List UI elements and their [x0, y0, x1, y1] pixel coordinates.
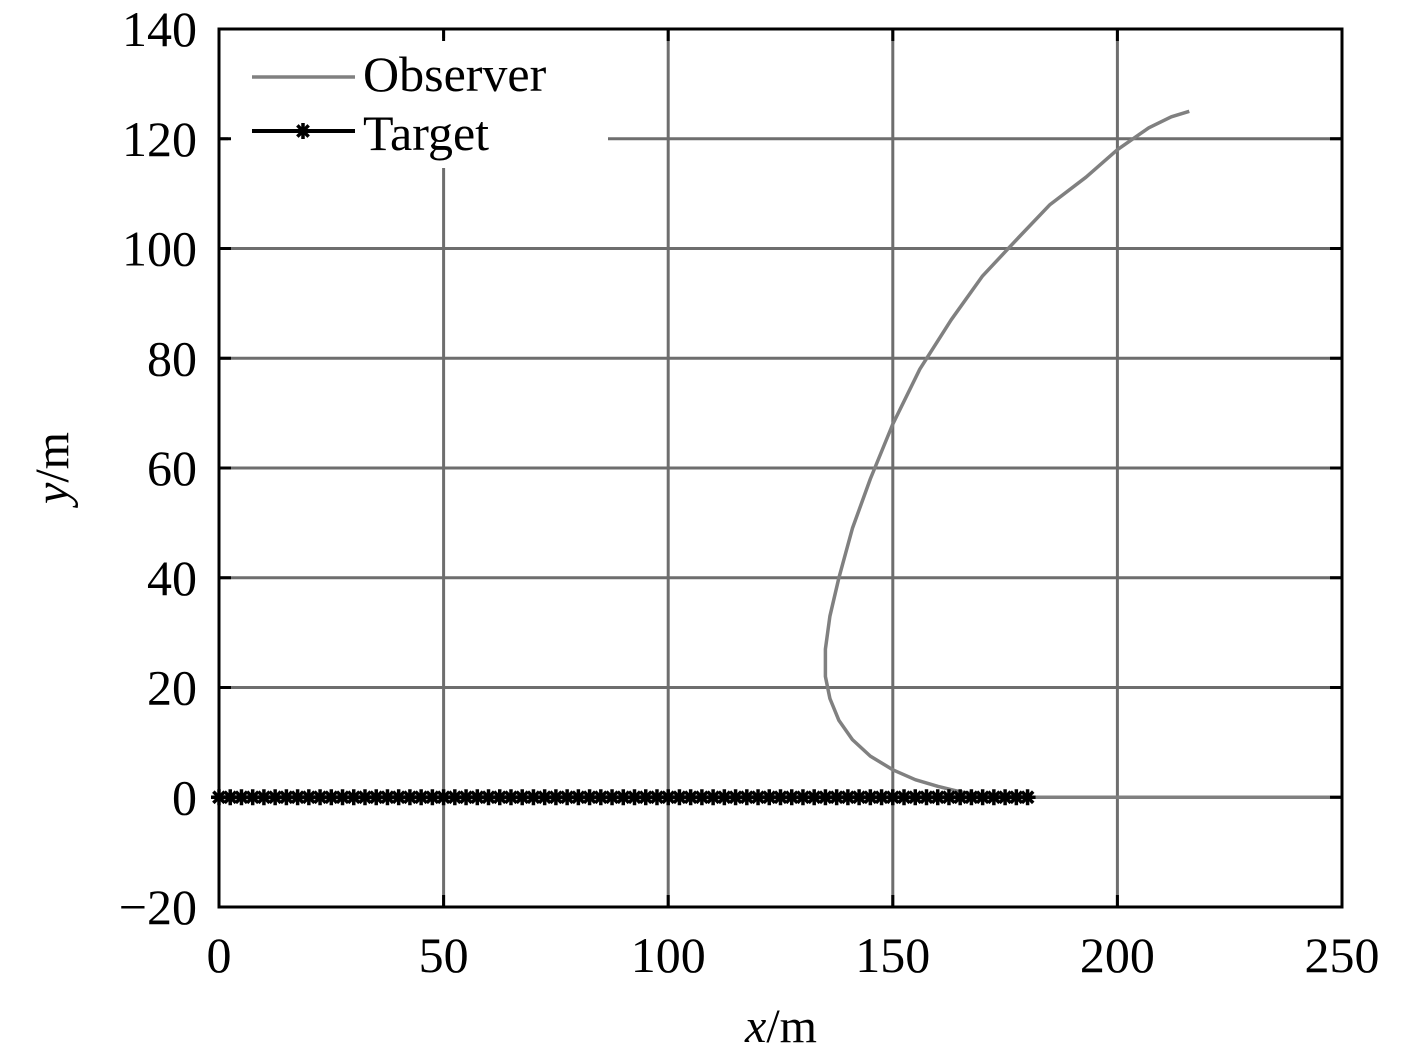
target-marker — [295, 123, 311, 139]
y-tick-label: 0 — [172, 769, 197, 825]
y-tick-label: 140 — [122, 1, 197, 57]
y-tick-label: 40 — [147, 550, 197, 606]
y-tick-label: 80 — [147, 330, 197, 386]
y-axis-var: y — [26, 482, 79, 509]
tick-marks — [217, 27, 1344, 909]
target-marker — [738, 789, 755, 806]
y-tick-label: 20 — [147, 660, 197, 716]
target-marker — [817, 789, 834, 806]
target-marker — [974, 789, 991, 806]
target-marker — [255, 789, 272, 806]
y-axis-label: y/m — [26, 432, 79, 509]
legend-box — [228, 38, 608, 168]
x-axis-var: x — [744, 1000, 766, 1051]
target-marker — [615, 789, 632, 806]
target-marker — [806, 789, 823, 806]
y-tick-labels: −20 0 20 40 60 80 100 120 140 — [119, 1, 197, 935]
target-marker — [570, 789, 587, 806]
target-marker — [312, 789, 329, 806]
x-tick-label: 200 — [1080, 927, 1155, 983]
legend-observer-label: Observer — [363, 46, 547, 102]
y-tick-label: 100 — [122, 221, 197, 277]
x-tick-label: 0 — [207, 927, 232, 983]
x-axis-unit: /m — [766, 1000, 817, 1051]
target-marker — [682, 789, 699, 806]
target-marker — [660, 789, 677, 806]
target-marker — [794, 789, 811, 806]
x-tick-label: 150 — [855, 927, 930, 983]
y-tick-label: 60 — [147, 440, 197, 496]
y-tick-label: 120 — [122, 111, 197, 167]
target-marker — [559, 789, 576, 806]
target-marker — [604, 789, 621, 806]
target-marker — [1008, 789, 1025, 806]
observer-line — [823, 109, 1190, 800]
target-marker — [368, 789, 385, 806]
target-marker — [469, 789, 486, 806]
legend-target-label: Target — [363, 105, 489, 161]
x-tick-label: 250 — [1305, 927, 1380, 983]
target-marker — [1019, 789, 1036, 806]
target-marker — [828, 789, 845, 806]
series-layer — [211, 109, 1342, 806]
y-tick-label: −20 — [119, 879, 197, 935]
target-marker — [884, 789, 901, 806]
target-marker — [896, 789, 913, 806]
x-axis-label: x/m — [744, 1000, 817, 1051]
target-marker — [907, 789, 924, 806]
target-marker — [390, 789, 407, 806]
target-marker — [514, 789, 531, 806]
target-marker — [839, 789, 856, 806]
x-tick-labels: 0 50 100 150 200 250 — [207, 927, 1380, 983]
x-tick-label: 50 — [419, 927, 469, 983]
x-tick-label: 100 — [631, 927, 706, 983]
y-axis-unit: /m — [26, 432, 79, 483]
